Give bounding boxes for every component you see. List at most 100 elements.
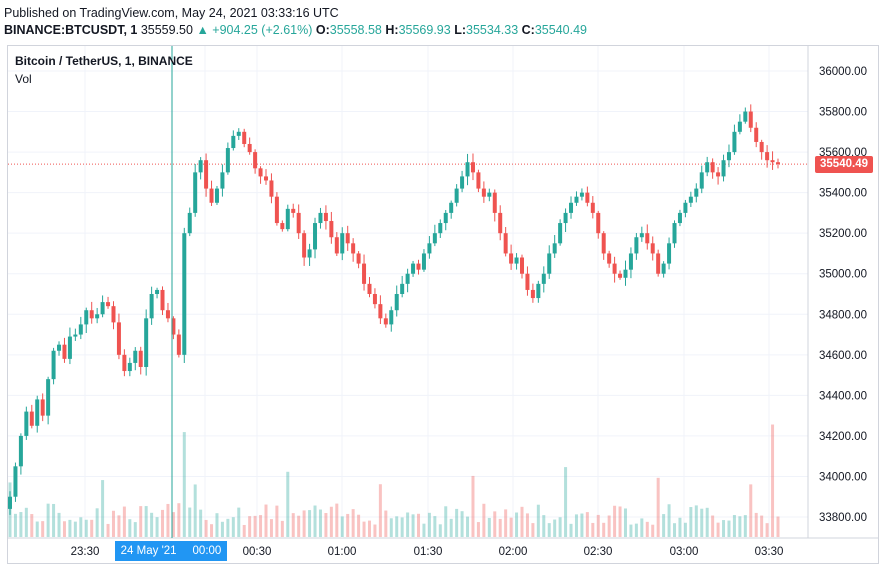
candle-body bbox=[389, 310, 394, 325]
candle-body bbox=[329, 221, 334, 238]
volume-bar bbox=[13, 513, 17, 537]
volume-bar bbox=[694, 505, 698, 537]
candle-body bbox=[334, 237, 339, 254]
candle-body bbox=[710, 162, 715, 173]
candle-body bbox=[198, 160, 203, 173]
candle-body bbox=[291, 208, 296, 213]
candle-body bbox=[639, 233, 644, 238]
volume-bar bbox=[525, 513, 529, 537]
volume-bar bbox=[73, 521, 77, 537]
volume-bar bbox=[275, 505, 279, 537]
volume-bar bbox=[335, 503, 339, 537]
volume-bar bbox=[30, 514, 34, 537]
volume-bar bbox=[297, 515, 301, 537]
volume-bar bbox=[771, 424, 775, 537]
candle-body bbox=[541, 273, 546, 284]
volume-bar bbox=[291, 513, 295, 537]
volume-bar bbox=[237, 507, 241, 537]
volume-bar bbox=[133, 522, 137, 537]
volume-bar bbox=[466, 516, 470, 537]
y-tick-label: 34400.00 bbox=[819, 390, 867, 402]
published-line: Published on TradingView.com, May 24, 20… bbox=[4, 6, 339, 20]
candle-body bbox=[726, 152, 731, 161]
y-tick-label: 34600.00 bbox=[819, 350, 867, 362]
x-tick-label: 03:30 bbox=[755, 546, 784, 558]
volume-bar bbox=[62, 521, 66, 537]
volume-bar bbox=[585, 512, 589, 537]
candle-body bbox=[155, 289, 160, 294]
candle-body bbox=[432, 233, 437, 244]
volume-bar bbox=[318, 509, 322, 537]
candle-body bbox=[579, 192, 584, 197]
volume-bar bbox=[722, 520, 726, 537]
candle-body bbox=[307, 249, 312, 258]
candle-body bbox=[67, 336, 72, 359]
candle-body bbox=[525, 273, 530, 290]
candle-body bbox=[345, 233, 350, 244]
candle-body bbox=[160, 289, 165, 311]
y-tick-label: 34200.00 bbox=[819, 431, 867, 443]
candle-body bbox=[35, 399, 40, 426]
volume-bar bbox=[253, 515, 257, 537]
x-tick-label: 01:00 bbox=[328, 546, 357, 558]
candle-body bbox=[231, 135, 236, 149]
volume-bar bbox=[493, 511, 497, 537]
candle-body bbox=[149, 294, 154, 319]
crosshair-date-label: 24 May '21 00:00 bbox=[115, 541, 227, 561]
candle-body bbox=[214, 188, 219, 203]
volume-bar bbox=[678, 517, 682, 537]
volume-bar bbox=[24, 507, 28, 537]
volume-bar bbox=[743, 515, 747, 537]
candle-body bbox=[313, 223, 318, 250]
volume-bar bbox=[199, 509, 203, 537]
volume-bar bbox=[574, 514, 578, 537]
volume-bar bbox=[144, 506, 148, 537]
candle-body bbox=[258, 168, 263, 177]
volume-bar bbox=[417, 513, 421, 537]
volume-bar bbox=[106, 523, 110, 537]
candle-body bbox=[667, 243, 672, 264]
volume-bar bbox=[667, 504, 671, 537]
volume-bar bbox=[536, 504, 540, 537]
low-label: L: bbox=[454, 23, 467, 37]
volume-bar bbox=[46, 503, 50, 537]
candle-body bbox=[509, 253, 514, 264]
chart-legend-title: Bitcoin / TetherUS, 1, BINANCE bbox=[15, 54, 193, 68]
volume-legend: Vol bbox=[15, 72, 32, 86]
candle-body bbox=[558, 223, 563, 244]
candle-body bbox=[716, 172, 721, 177]
volume-bar bbox=[313, 505, 317, 537]
candle-body bbox=[383, 318, 388, 325]
x-tick-label: 01:30 bbox=[414, 546, 443, 558]
x-tick-label: 02:30 bbox=[584, 546, 613, 558]
volume-bar bbox=[754, 512, 758, 537]
volume-bar bbox=[422, 523, 426, 537]
volume-bar bbox=[580, 513, 584, 537]
volume-bar bbox=[351, 509, 355, 537]
candle-body bbox=[748, 111, 753, 128]
y-tick-label: 35400.00 bbox=[819, 188, 867, 200]
volume-bar bbox=[373, 524, 377, 537]
candle-body bbox=[111, 306, 116, 323]
candle-body bbox=[454, 188, 459, 203]
volume-bar bbox=[177, 503, 181, 537]
candle-body bbox=[236, 131, 241, 136]
candle-body bbox=[247, 143, 252, 153]
volume-bar bbox=[242, 524, 246, 537]
y-tick-label: 34800.00 bbox=[819, 309, 867, 321]
y-tick-label: 35800.00 bbox=[819, 107, 867, 119]
volume-bar bbox=[41, 521, 45, 537]
candle-body bbox=[770, 160, 775, 163]
volume-bar bbox=[346, 513, 350, 537]
candle-body bbox=[193, 172, 198, 213]
x-tick-label: 00:30 bbox=[243, 546, 272, 558]
volume-bar bbox=[122, 506, 126, 537]
volume-bar bbox=[340, 516, 344, 537]
candle-body bbox=[470, 162, 475, 173]
candle-body bbox=[367, 283, 372, 294]
volume-bar bbox=[776, 516, 780, 537]
candle-body bbox=[623, 269, 628, 278]
y-tick-label: 35200.00 bbox=[819, 228, 867, 240]
chart-frame[interactable] bbox=[7, 45, 879, 564]
